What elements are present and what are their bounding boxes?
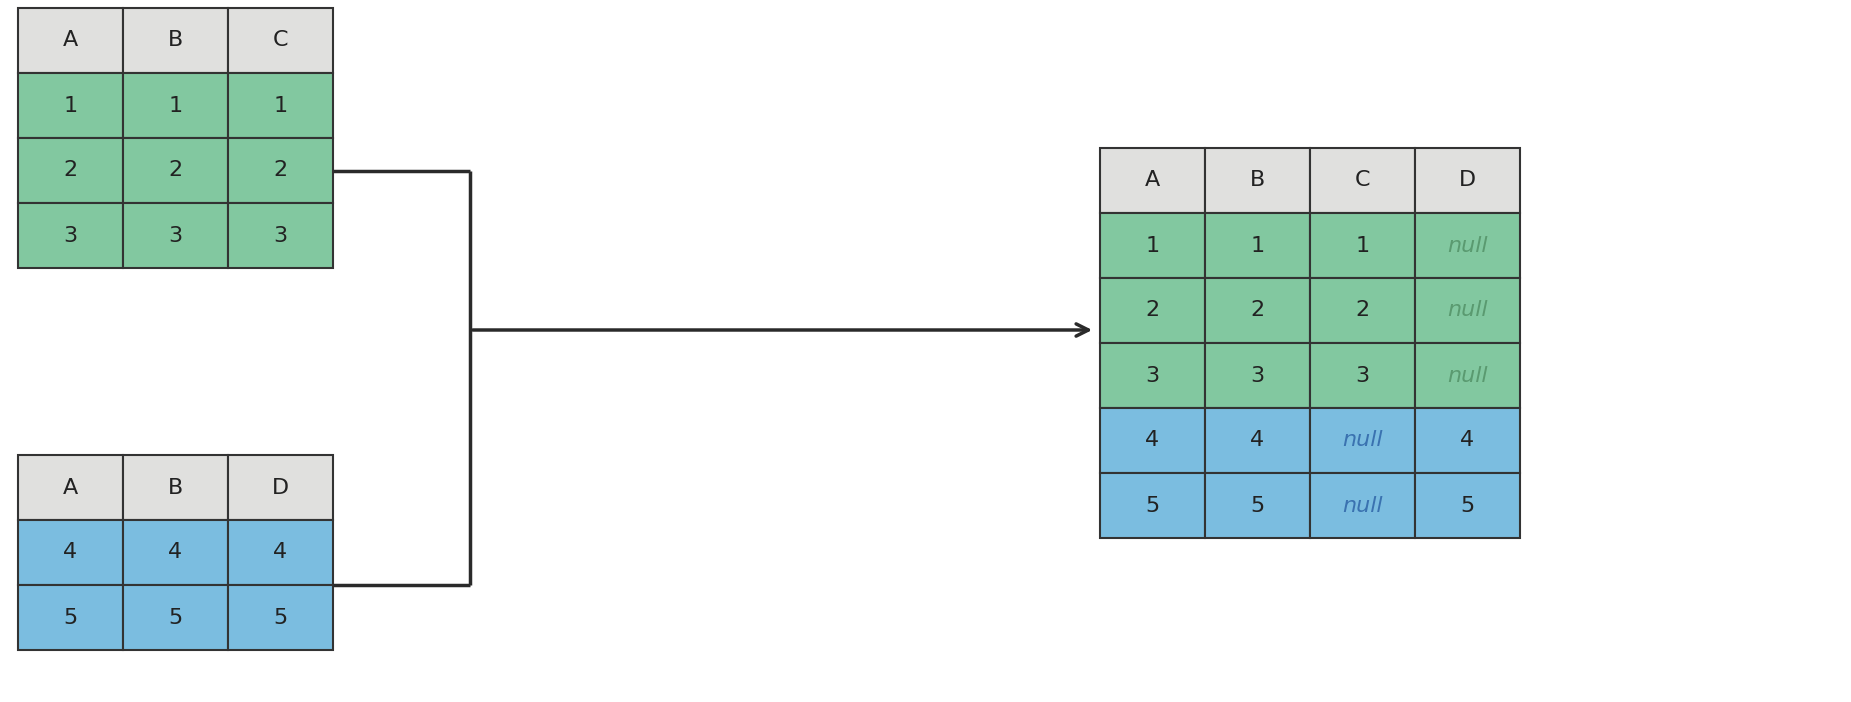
- Bar: [122, 455, 228, 520]
- Text: null: null: [1342, 496, 1383, 515]
- Bar: [1414, 213, 1520, 278]
- Bar: [122, 520, 228, 585]
- Text: 2: 2: [1355, 300, 1370, 321]
- Text: 2: 2: [1146, 300, 1159, 321]
- Text: null: null: [1342, 430, 1383, 451]
- Bar: [1099, 408, 1205, 473]
- Text: 2: 2: [1251, 300, 1264, 321]
- Text: 1: 1: [274, 95, 287, 116]
- Text: 5: 5: [1460, 496, 1475, 515]
- Bar: [19, 73, 122, 138]
- Text: 1: 1: [168, 95, 183, 116]
- Text: B: B: [1249, 171, 1264, 190]
- Text: null: null: [1447, 235, 1488, 256]
- Bar: [122, 585, 228, 650]
- Text: 5: 5: [1146, 496, 1159, 515]
- Bar: [1205, 278, 1311, 343]
- Text: null: null: [1447, 366, 1488, 385]
- Text: 5: 5: [274, 607, 287, 628]
- Bar: [228, 138, 333, 203]
- Text: 1: 1: [1146, 235, 1159, 256]
- Bar: [228, 455, 333, 520]
- Text: 2: 2: [168, 161, 183, 180]
- Text: 1: 1: [63, 95, 78, 116]
- Text: C: C: [1355, 171, 1370, 190]
- Bar: [1099, 473, 1205, 538]
- Text: 2: 2: [63, 161, 78, 180]
- Text: 5: 5: [1251, 496, 1264, 515]
- Bar: [19, 138, 122, 203]
- Bar: [1414, 473, 1520, 538]
- Text: A: A: [63, 30, 78, 51]
- Text: B: B: [168, 30, 183, 51]
- Text: A: A: [1146, 171, 1161, 190]
- Text: D: D: [272, 477, 289, 498]
- Text: 4: 4: [1146, 430, 1159, 451]
- Bar: [1205, 408, 1311, 473]
- Bar: [1205, 473, 1311, 538]
- Bar: [1311, 278, 1414, 343]
- Bar: [19, 203, 122, 268]
- Text: D: D: [1459, 171, 1475, 190]
- Text: 3: 3: [63, 225, 78, 246]
- Text: 3: 3: [1146, 366, 1159, 385]
- Bar: [1099, 148, 1205, 213]
- Text: 5: 5: [63, 607, 78, 628]
- Bar: [1205, 343, 1311, 408]
- Bar: [19, 520, 122, 585]
- Bar: [1414, 148, 1520, 213]
- Bar: [1311, 148, 1414, 213]
- Bar: [228, 520, 333, 585]
- Text: 1: 1: [1251, 235, 1264, 256]
- Bar: [1099, 213, 1205, 278]
- Bar: [1311, 213, 1414, 278]
- Bar: [19, 585, 122, 650]
- Bar: [19, 8, 122, 73]
- Bar: [228, 73, 333, 138]
- Bar: [122, 138, 228, 203]
- Text: 4: 4: [63, 543, 78, 562]
- Bar: [1414, 278, 1520, 343]
- Text: 3: 3: [168, 225, 183, 246]
- Text: null: null: [1447, 300, 1488, 321]
- Text: 1: 1: [1355, 235, 1370, 256]
- Bar: [228, 203, 333, 268]
- Bar: [228, 8, 333, 73]
- Text: 4: 4: [274, 543, 287, 562]
- Text: 3: 3: [1355, 366, 1370, 385]
- Text: 3: 3: [1251, 366, 1264, 385]
- Bar: [1311, 408, 1414, 473]
- Bar: [228, 585, 333, 650]
- Bar: [1099, 343, 1205, 408]
- Bar: [19, 455, 122, 520]
- Text: C: C: [272, 30, 289, 51]
- Bar: [122, 73, 228, 138]
- Bar: [1414, 343, 1520, 408]
- Text: 4: 4: [168, 543, 183, 562]
- Bar: [1205, 148, 1311, 213]
- Text: 4: 4: [1251, 430, 1264, 451]
- Bar: [1099, 278, 1205, 343]
- Text: 3: 3: [274, 225, 287, 246]
- Text: B: B: [168, 477, 183, 498]
- Bar: [1414, 408, 1520, 473]
- Bar: [1311, 343, 1414, 408]
- Bar: [1205, 213, 1311, 278]
- Text: A: A: [63, 477, 78, 498]
- Bar: [1311, 473, 1414, 538]
- Text: 4: 4: [1460, 430, 1475, 451]
- Bar: [122, 203, 228, 268]
- Text: 5: 5: [168, 607, 183, 628]
- Text: 2: 2: [274, 161, 287, 180]
- Bar: [122, 8, 228, 73]
